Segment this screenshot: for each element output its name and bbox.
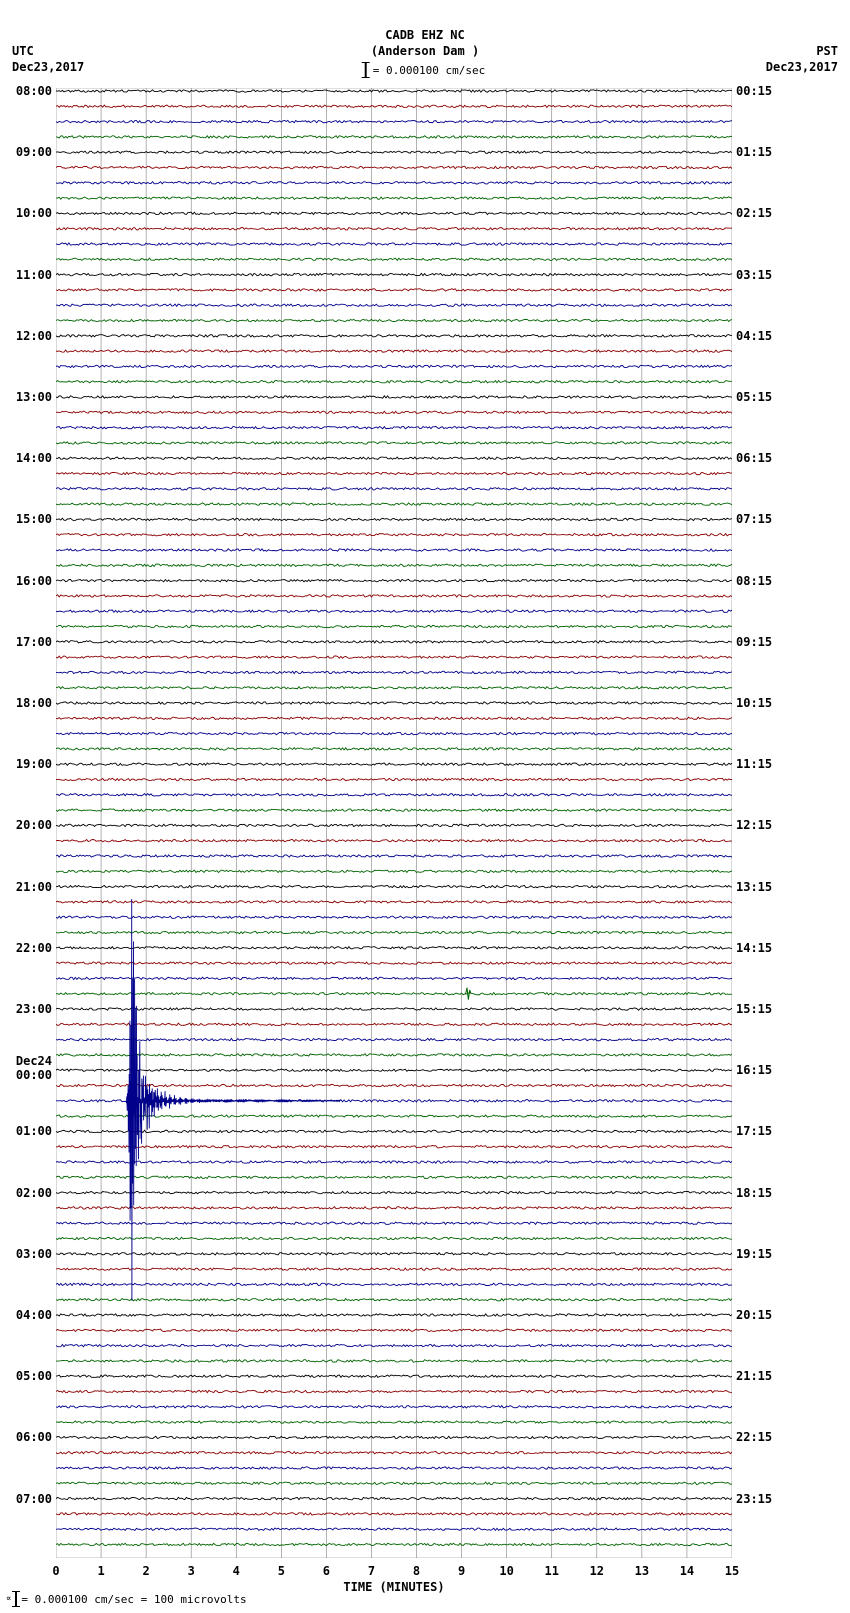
utc-time-label: 12:00 bbox=[16, 329, 52, 343]
utc-time-label: 08:00 bbox=[16, 84, 52, 98]
utc-time-label: 04:00 bbox=[16, 1308, 52, 1322]
pst-time-label: 14:15 bbox=[736, 941, 772, 955]
pst-time-label: 02:15 bbox=[736, 206, 772, 220]
utc-time-label: 17:00 bbox=[16, 635, 52, 649]
tz-left-date: Dec23,2017 bbox=[12, 60, 84, 76]
tz-right-name: PST bbox=[766, 44, 838, 60]
utc-time-label: 18:00 bbox=[16, 696, 52, 710]
footer-text: = 0.000100 cm/sec = 100 microvolts bbox=[21, 1593, 246, 1606]
utc-time-label: 15:00 bbox=[16, 512, 52, 526]
utc-time-label: 21:00 bbox=[16, 880, 52, 894]
utc-time-label: 06:00 bbox=[16, 1430, 52, 1444]
seismogram-container: CADB EHZ NC (Anderson Dam ) = 0.000100 c… bbox=[0, 0, 850, 1613]
utc-time-label: 16:00 bbox=[16, 574, 52, 588]
utc-time-label: 11:00 bbox=[16, 268, 52, 282]
scale-indicator: = 0.000100 cm/sec bbox=[365, 62, 486, 78]
x-tick-label: 2 bbox=[143, 1564, 150, 1578]
x-tick-label: 1 bbox=[97, 1564, 104, 1578]
x-tick-label: 6 bbox=[323, 1564, 330, 1578]
utc-time-label: 19:00 bbox=[16, 757, 52, 771]
footer: ∝ = 0.000100 cm/sec = 100 microvolts bbox=[6, 1591, 247, 1607]
pst-time-label: 09:15 bbox=[736, 635, 772, 649]
x-tick-label: 13 bbox=[635, 1564, 649, 1578]
x-tick-label: 3 bbox=[188, 1564, 195, 1578]
utc-time-label: 13:00 bbox=[16, 390, 52, 404]
pst-time-label: 19:15 bbox=[736, 1247, 772, 1261]
utc-time-label: 22:00 bbox=[16, 941, 52, 955]
utc-time-label: 10:00 bbox=[16, 206, 52, 220]
tz-right-date: Dec23,2017 bbox=[766, 60, 838, 76]
pst-time-label: 03:15 bbox=[736, 268, 772, 282]
x-tick-label: 12 bbox=[590, 1564, 604, 1578]
pst-time-label: 17:15 bbox=[736, 1124, 772, 1138]
pst-time-label: 04:15 bbox=[736, 329, 772, 343]
utc-time-label: 20:00 bbox=[16, 818, 52, 832]
pst-time-label: 23:15 bbox=[736, 1492, 772, 1506]
pst-time-label: 18:15 bbox=[736, 1186, 772, 1200]
utc-time-label: 01:00 bbox=[16, 1124, 52, 1138]
utc-time-label: 23:00 bbox=[16, 1002, 52, 1016]
utc-time-label: 02:00 bbox=[16, 1186, 52, 1200]
x-tick-label: 7 bbox=[368, 1564, 375, 1578]
x-tick-label: 9 bbox=[458, 1564, 465, 1578]
station-code: CADB EHZ NC bbox=[0, 28, 850, 44]
timezone-left: UTC Dec23,2017 bbox=[12, 44, 84, 75]
pst-time-label: 22:15 bbox=[736, 1430, 772, 1444]
pst-time-label: 07:15 bbox=[736, 512, 772, 526]
pst-time-label: 21:15 bbox=[736, 1369, 772, 1383]
scale-text: = 0.000100 cm/sec bbox=[373, 64, 486, 77]
plot-area bbox=[56, 88, 732, 1558]
utc-time-label: 07:00 bbox=[16, 1492, 52, 1506]
tz-left-name: UTC bbox=[12, 44, 84, 60]
utc-time-label: 05:00 bbox=[16, 1369, 52, 1383]
x-tick-label: 0 bbox=[52, 1564, 59, 1578]
header: CADB EHZ NC (Anderson Dam ) bbox=[0, 28, 850, 59]
x-tick-label: 4 bbox=[233, 1564, 240, 1578]
pst-time-label: 20:15 bbox=[736, 1308, 772, 1322]
pst-time-label: 10:15 bbox=[736, 696, 772, 710]
x-axis: 0123456789101112131415 TIME (MINUTES) bbox=[56, 1558, 732, 1594]
utc-time-label: 14:00 bbox=[16, 451, 52, 465]
x-tick-label: 14 bbox=[680, 1564, 694, 1578]
pst-time-label: 06:15 bbox=[736, 451, 772, 465]
pst-time-label: 08:15 bbox=[736, 574, 772, 588]
timezone-right: PST Dec23,2017 bbox=[766, 44, 838, 75]
pst-time-label: 16:15 bbox=[736, 1063, 772, 1077]
x-tick-label: 5 bbox=[278, 1564, 285, 1578]
x-tick-label: 8 bbox=[413, 1564, 420, 1578]
pst-time-label: 15:15 bbox=[736, 1002, 772, 1016]
utc-time-label: 09:00 bbox=[16, 145, 52, 159]
pst-time-label: 05:15 bbox=[736, 390, 772, 404]
footer-prefix: ∝ bbox=[6, 1594, 11, 1604]
utc-time-label: 03:00 bbox=[16, 1247, 52, 1261]
footer-scale-bar-icon bbox=[15, 1591, 17, 1607]
pst-time-label: 11:15 bbox=[736, 757, 772, 771]
x-tick-label: 10 bbox=[499, 1564, 513, 1578]
x-axis-ticks: 0123456789101112131415 bbox=[56, 1558, 732, 1578]
seismogram-plot bbox=[56, 88, 732, 1558]
pst-time-label: 12:15 bbox=[736, 818, 772, 832]
utc-time-label: Dec2400:00 bbox=[16, 1054, 52, 1082]
pst-time-label: 01:15 bbox=[736, 145, 772, 159]
scale-bar-icon bbox=[365, 62, 367, 78]
x-tick-label: 15 bbox=[725, 1564, 739, 1578]
pst-time-label: 13:15 bbox=[736, 880, 772, 894]
pst-time-label: 00:15 bbox=[736, 84, 772, 98]
station-location: (Anderson Dam ) bbox=[0, 44, 850, 60]
x-tick-label: 11 bbox=[544, 1564, 558, 1578]
